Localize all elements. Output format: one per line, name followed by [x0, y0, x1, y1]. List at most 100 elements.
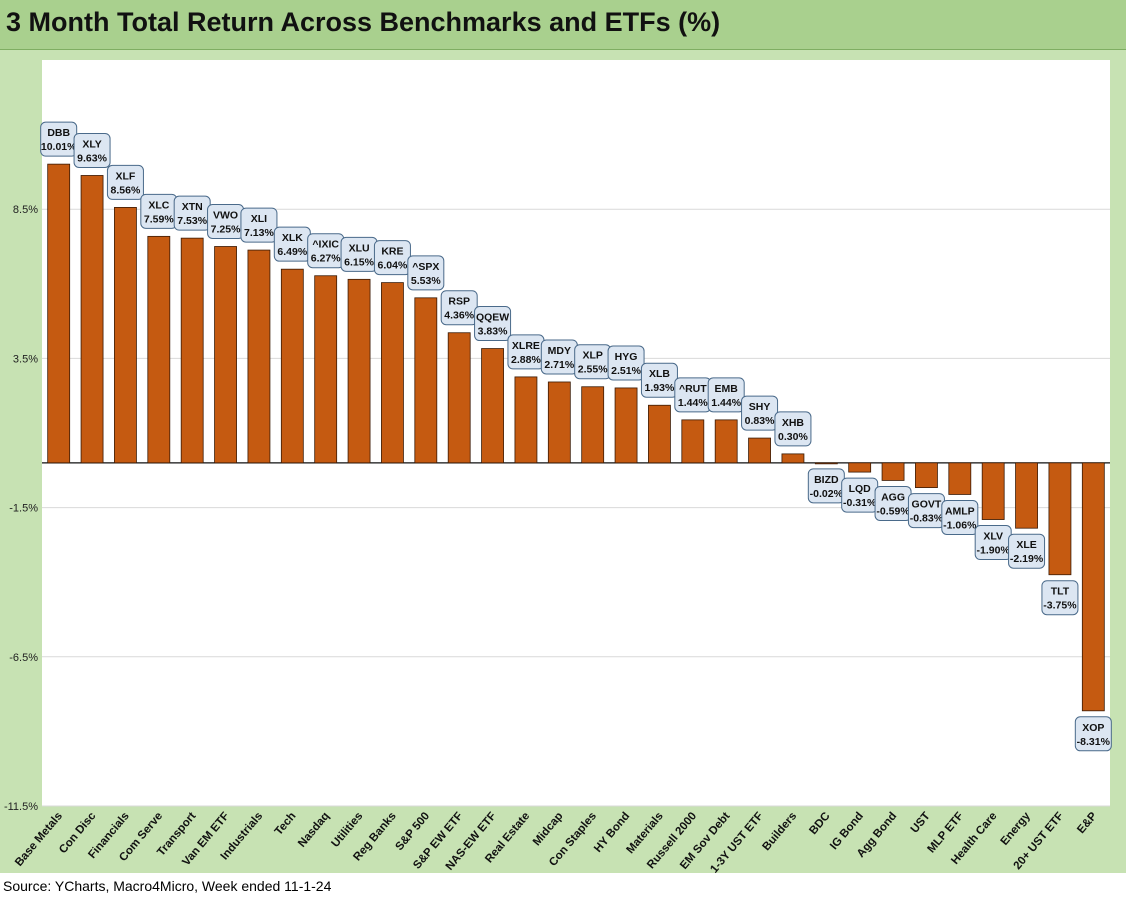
data-label-value: 2.71%: [544, 359, 574, 371]
bar: [414, 297, 438, 464]
bar: [781, 453, 805, 464]
data-label-box: [1008, 533, 1046, 569]
title-bar: 3 Month Total Return Across Benchmarks a…: [0, 0, 1126, 50]
data-label-value: -0.31%: [843, 497, 877, 509]
data-label-value: 6.27%: [311, 253, 341, 265]
x-tick-label: Base Metals: [13, 810, 65, 869]
x-tick-label: Nasdaq: [296, 810, 332, 850]
data-label-box: [407, 255, 445, 291]
data-label-ticker: XLK: [282, 232, 303, 244]
bar: [614, 387, 638, 464]
data-label-value: 2.88%: [511, 354, 541, 366]
data-label-ticker: HYG: [615, 351, 638, 363]
bar: [47, 163, 71, 464]
data-label-ticker: XLV: [983, 531, 1003, 543]
data-label-value: 2.51%: [611, 365, 641, 377]
data-label-box: [1041, 580, 1079, 616]
data-label-ticker: VWO: [213, 210, 238, 222]
data-label-value: 5.53%: [411, 275, 441, 287]
data-label-value: 10.01%: [41, 141, 77, 153]
data-label-ticker: XLF: [116, 170, 136, 182]
data-label-value: 0.83%: [745, 415, 775, 427]
y-tick-label: -11.5%: [4, 801, 38, 813]
bar: [481, 348, 504, 464]
bar: [881, 462, 905, 481]
x-tick-label: UST: [909, 810, 933, 835]
bar: [80, 175, 104, 464]
data-label-ticker: XLU: [349, 242, 370, 254]
data-label-value: 2.55%: [578, 364, 608, 376]
data-label-ticker: GOVT: [912, 499, 942, 511]
data-label-value: 1.44%: [678, 397, 708, 409]
chart-frame: -11.5% -6.5% -1.5% 3.5% 8.5% DBB 10.01% XLY 9.63…: [0, 50, 1126, 873]
data-label-ticker: SHY: [749, 401, 771, 413]
bar: [915, 462, 938, 489]
data-label-ticker: ^IXIC: [312, 239, 339, 251]
chart-title: 3 Month Total Return Across Benchmarks a…: [6, 7, 721, 37]
data-label-box: [73, 132, 111, 168]
x-tick-label: Midcap: [531, 810, 566, 848]
data-label-value: -0.02%: [810, 488, 844, 500]
x-tick-label: Utilities: [329, 810, 365, 850]
data-label-value: -1.06%: [943, 519, 977, 531]
bar: [214, 246, 237, 464]
bar: [981, 462, 1005, 520]
bar: [314, 275, 338, 464]
data-label-value: -0.59%: [876, 505, 910, 517]
data-label-ticker: ^RUT: [679, 383, 707, 395]
bar: [347, 278, 371, 464]
data-label-value: 7.13%: [244, 227, 274, 239]
source-note: Source: YCharts, Macro4Micro, Week ended…: [3, 878, 332, 894]
data-label-box: [106, 164, 144, 200]
data-label-ticker: BIZD: [814, 474, 839, 486]
bar: [147, 235, 171, 464]
bar: [714, 419, 738, 464]
bar: [114, 207, 137, 464]
y-tick-label: -6.5%: [9, 652, 38, 664]
bar: [247, 249, 271, 464]
data-label-value: 4.36%: [444, 310, 474, 322]
data-label-ticker: AMLP: [945, 505, 975, 517]
data-label-value: 6.04%: [378, 260, 408, 272]
data-label-value: 9.63%: [77, 152, 107, 164]
data-label-value: -3.75%: [1043, 600, 1077, 612]
bar: [681, 419, 705, 464]
data-label-box: [240, 207, 278, 243]
bar: [581, 386, 605, 464]
data-label-value: 1.93%: [645, 382, 675, 394]
data-label-ticker: XHB: [782, 417, 805, 429]
data-label-ticker: AGG: [881, 491, 905, 503]
x-tick-label: Energy: [999, 810, 1034, 848]
data-label-ticker: XLP: [582, 350, 602, 362]
bar: [180, 237, 204, 464]
data-label-value: 6.15%: [344, 256, 374, 268]
data-label-box: [1074, 716, 1112, 752]
data-label-box: [707, 377, 745, 413]
bar: [547, 381, 571, 464]
data-label-value: 1.44%: [711, 397, 741, 409]
data-label-value: 7.25%: [211, 224, 241, 236]
bar: [280, 268, 304, 464]
x-tick-label: Tech: [273, 810, 299, 838]
data-label-ticker: QQEW: [476, 312, 509, 324]
data-label-box: [774, 411, 812, 447]
bar: [1048, 462, 1072, 576]
data-label-value: 0.30%: [778, 431, 808, 443]
x-tick-label: E&P: [1075, 810, 1100, 836]
data-label-ticker: XLI: [251, 213, 267, 225]
data-label-value: -8.31%: [1077, 736, 1111, 748]
bar: [381, 282, 404, 464]
data-label-value: -2.19%: [1010, 553, 1044, 565]
data-label-ticker: XLE: [1016, 539, 1036, 551]
data-label-ticker: XLB: [649, 368, 670, 380]
data-label-value: 7.53%: [177, 215, 207, 227]
data-label-ticker: RSP: [448, 296, 470, 308]
bar: [814, 462, 838, 465]
data-label-ticker: DBB: [47, 127, 70, 139]
data-label-ticker: XOP: [1082, 722, 1104, 734]
data-label-value: 7.59%: [144, 213, 174, 225]
data-label-box: [607, 345, 645, 381]
data-label-ticker: KRE: [381, 246, 403, 258]
data-label-ticker: XTN: [182, 201, 203, 213]
data-label-ticker: LQD: [849, 483, 872, 495]
